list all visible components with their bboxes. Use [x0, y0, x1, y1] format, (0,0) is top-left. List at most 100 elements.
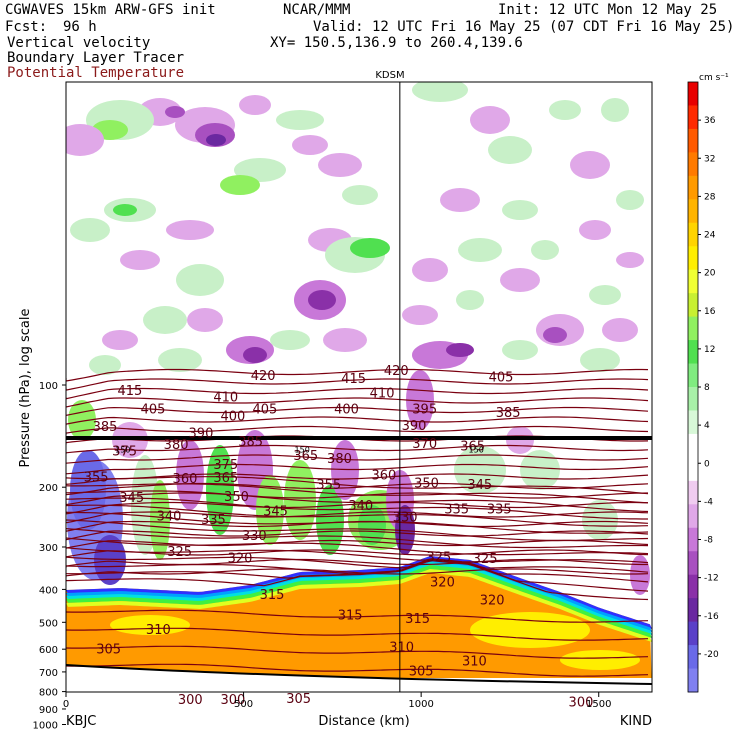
boundary-layer-tracer: [66, 556, 652, 692]
y-axis-label: Pressure (hPa), log scale: [18, 309, 33, 468]
theta-contour: [66, 537, 649, 556]
velocity-cell: [166, 220, 214, 240]
theta-contour: [66, 406, 649, 416]
colorbar-swatch: [688, 316, 698, 341]
colorbar-tick-label: -8: [704, 536, 713, 546]
theta-label: 305: [286, 692, 311, 707]
velocity-cell: [580, 348, 620, 372]
colorbar-swatch: [688, 551, 698, 576]
theta-contour: [66, 519, 649, 541]
velocity-cell: [176, 264, 224, 296]
tracer-band: [66, 569, 652, 642]
theta-label: 315: [405, 612, 430, 627]
theta-label: 360: [173, 472, 198, 487]
colorbar-swatch: [688, 387, 698, 411]
y-tick-label: 500: [39, 618, 58, 629]
y-tick-label: 300: [39, 543, 58, 554]
theta-contour: [66, 560, 649, 601]
theta-label: 350: [224, 490, 249, 505]
velocity-cell: [206, 134, 226, 146]
velocity-cell: [458, 238, 502, 262]
theta-label: 305: [409, 664, 434, 679]
theta-label: 355: [316, 478, 341, 493]
velocity-cell: [601, 98, 629, 122]
theta-contour: [66, 568, 649, 578]
colorbar-tick-label: 0: [704, 459, 710, 469]
y-tick-label: 200: [39, 483, 58, 494]
tracer-band: [66, 562, 652, 635]
colorbar-swatch: [688, 527, 698, 552]
theta-label: 365: [213, 471, 238, 486]
theta-contour: [66, 368, 649, 382]
colorbar-swatch: [688, 668, 698, 693]
tracer-label: 150: [295, 446, 310, 455]
theta-label: 310: [146, 623, 171, 638]
theta-contour: [66, 387, 649, 400]
theta-contour: [66, 504, 649, 527]
cross-section-endpoints: XY= 150.5,136.9 to 260.4,139.6: [270, 35, 523, 51]
theta-label: 405: [489, 370, 514, 385]
theta-contour: [66, 473, 649, 486]
y-tick-label: 700: [39, 668, 58, 679]
theta-label: 300: [221, 693, 246, 708]
theta-label: 415: [118, 384, 143, 399]
colorbar-swatch: [688, 645, 698, 670]
colorbar-swatch: [688, 340, 698, 365]
velocity-cell: [113, 204, 137, 216]
velocity-cell: [292, 135, 328, 155]
velocity-cell: [446, 343, 474, 357]
theta-label: 305: [96, 642, 121, 657]
theta-label: 390: [402, 419, 427, 434]
velocity-cell: [143, 306, 187, 334]
theta-label: 405: [252, 402, 277, 417]
velocity-cell: [243, 347, 267, 363]
velocity-cell: [470, 106, 510, 134]
theta-contour: [66, 511, 649, 524]
velocity-cell: [239, 95, 271, 115]
endpoint-right: KIND: [620, 714, 652, 729]
terrain-line: [66, 664, 652, 685]
velocity-cell: [350, 238, 390, 258]
field-vertical-velocity: Vertical velocity: [7, 35, 151, 51]
theta-label: 315: [338, 609, 363, 624]
velocity-cell: [412, 258, 448, 282]
theta-contour: [66, 463, 649, 475]
theta-label: 340: [348, 499, 373, 514]
velocity-cell: [406, 370, 434, 430]
theta-contour: [66, 444, 649, 454]
theta-label: 300: [178, 693, 203, 708]
colorbar-swatch: [688, 293, 698, 318]
theta-label: 380: [327, 452, 352, 467]
theta-label: 345: [467, 478, 492, 493]
velocity-cell: [531, 240, 559, 260]
theta-contour: [66, 645, 649, 659]
velocity-cell: [165, 106, 185, 118]
theta-label: 310: [462, 654, 487, 669]
x-tick-label: 1000: [408, 699, 433, 710]
theta-contour: [66, 490, 649, 513]
section-title: KDSM: [375, 70, 404, 81]
colorbar-tick-label: -12: [704, 574, 719, 584]
y-tick-label: 1000: [33, 721, 58, 732]
theta-label: 330: [393, 511, 418, 526]
field-potential-temperature: Potential Temperature: [7, 65, 185, 81]
y-tick-label: 400: [39, 585, 58, 596]
colorbar-swatch: [688, 410, 698, 435]
velocity-cell: [158, 348, 202, 372]
theta-contour: [66, 627, 649, 641]
velocity-cell: [276, 110, 324, 130]
velocity-cell: [120, 250, 160, 270]
velocity-cell: [502, 340, 538, 360]
velocity-cell: [89, 355, 121, 375]
velocity-cell: [440, 188, 480, 212]
theta-label: 320: [480, 593, 505, 608]
theta-label: 420: [251, 369, 276, 384]
velocity-cell: [582, 500, 618, 540]
theta-label: 355: [84, 470, 109, 485]
colorbar-swatch: [688, 621, 698, 646]
theta-label: 325: [426, 550, 451, 565]
theta-label: 385: [93, 420, 118, 435]
theta-label: 420: [384, 364, 409, 379]
